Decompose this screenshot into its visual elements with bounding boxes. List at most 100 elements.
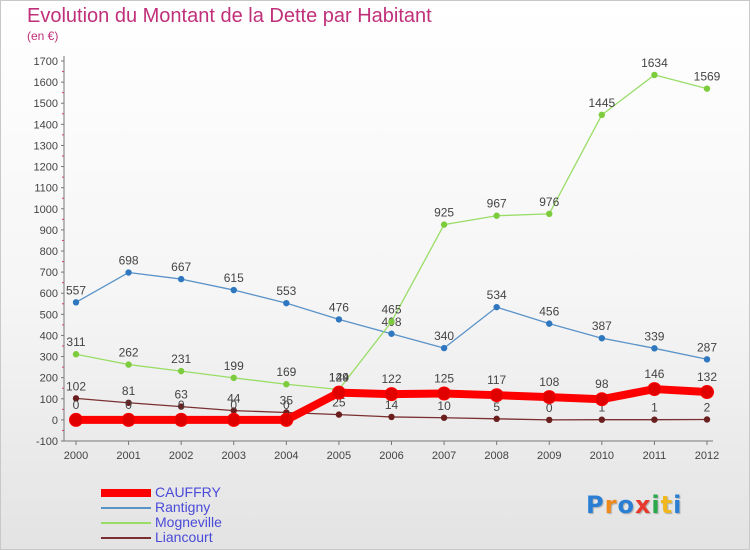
data-label-liancourt: 1 (651, 401, 658, 415)
data-point-mogneville (283, 381, 290, 388)
data-point-cauffry (384, 387, 399, 402)
data-label-mogneville: 925 (434, 206, 454, 220)
y-tick-label: 500 (40, 309, 58, 321)
x-tick-label: 2012 (695, 450, 719, 462)
data-label-cauffry: 0 (125, 398, 132, 412)
data-label-liancourt: 10 (437, 399, 451, 413)
data-label-mogneville: 967 (487, 197, 507, 211)
data-label-rantigny: 534 (487, 288, 507, 302)
data-label-rantigny: 340 (434, 329, 454, 343)
y-tick-label: 800 (40, 246, 58, 258)
legend-label-mogneville: Mogneville (155, 514, 222, 530)
data-point-cauffry (279, 412, 294, 427)
data-point-liancourt (493, 415, 500, 423)
y-tick-label: 600 (40, 288, 58, 300)
logo-letter: i (651, 491, 661, 519)
data-point-mogneville (493, 212, 500, 219)
data-point-rantigny (440, 344, 448, 352)
data-point-rantigny (230, 286, 237, 294)
x-tick-label: 2004 (274, 450, 298, 462)
data-point-cauffry (226, 412, 241, 427)
series-line-mogneville (75, 74, 708, 391)
data-label-mogneville: 311 (66, 335, 85, 349)
data-label-cauffry: 0 (230, 398, 237, 412)
data-point-mogneville (546, 210, 553, 218)
data-label-cauffry: 0 (73, 398, 80, 412)
legend-swatch-rantigny (101, 507, 151, 509)
data-point-rantigny (283, 299, 290, 307)
data-label-mogneville: 465 (381, 303, 401, 317)
data-point-cauffry (437, 386, 452, 401)
data-point-cauffry (594, 392, 609, 407)
data-point-rantigny (598, 334, 606, 342)
data-point-rantigny (72, 299, 80, 306)
y-tick-label: -100 (36, 436, 58, 448)
proxiti-logo: Proxiti (586, 491, 682, 519)
x-tick-label: 2001 (116, 450, 140, 462)
legend-item-liancourt: Liancourt (101, 529, 301, 545)
data-label-rantigny: 339 (644, 329, 664, 343)
data-label-cauffry: 117 (487, 373, 506, 387)
data-point-cauffry (331, 385, 346, 400)
data-point-liancourt (388, 413, 395, 421)
data-point-cauffry (121, 412, 136, 427)
chart-legend: CAUFFRY Rantigny Mogneville Liancourt (101, 484, 301, 545)
data-point-rantigny (546, 320, 553, 327)
data-label-mogneville: 976 (539, 195, 559, 209)
logo-letter: o (617, 491, 635, 519)
x-tick-label: 2002 (169, 450, 193, 462)
data-label-cauffry: 98 (595, 377, 609, 391)
data-point-mogneville (388, 318, 395, 325)
data-point-rantigny (335, 316, 343, 323)
data-point-liancourt (230, 407, 237, 414)
y-tick-label: 900 (40, 225, 58, 237)
data-label-rantigny: 287 (697, 340, 717, 354)
logo-letter: i (673, 491, 683, 519)
x-tick-label: 2007 (432, 450, 456, 462)
y-tick-label: 1300 (34, 140, 58, 152)
data-point-rantigny (651, 345, 658, 352)
chart-unit-label: (en €) (27, 29, 59, 43)
legend-item-mogneville: Mogneville (101, 514, 301, 530)
data-label-liancourt: 0 (546, 401, 553, 415)
data-label-rantigny: 387 (592, 319, 612, 333)
data-point-cauffry (647, 382, 662, 397)
x-tick-label: 2010 (590, 450, 614, 462)
data-label-mogneville: 1569 (694, 70, 721, 84)
data-label-liancourt: 63 (174, 388, 188, 402)
y-tick-label: 1700 (34, 56, 58, 68)
data-point-cauffry (489, 388, 504, 403)
x-tick-label: 2006 (379, 450, 403, 462)
data-point-cauffry (700, 385, 714, 400)
y-tick-label: 400 (40, 330, 58, 342)
legend-swatch-cauffry (101, 489, 151, 497)
data-point-liancourt (598, 416, 606, 423)
y-tick-label: 1000 (34, 204, 58, 216)
y-tick-label: 1500 (34, 98, 58, 110)
data-label-rantigny: 615 (224, 271, 244, 285)
legend-swatch-mogneville (101, 522, 151, 524)
logo-letter: P (586, 491, 605, 519)
data-label-liancourt: 44 (227, 392, 241, 406)
x-tick-label: 2009 (537, 450, 561, 462)
data-point-liancourt (651, 416, 658, 423)
data-point-liancourt (703, 416, 711, 423)
y-tick-label: 200 (40, 373, 58, 385)
data-point-cauffry (174, 412, 189, 427)
data-label-rantigny: 476 (329, 300, 349, 314)
data-point-rantigny (388, 330, 395, 337)
data-point-rantigny (177, 275, 185, 283)
data-label-mogneville: 1445 (588, 96, 615, 110)
logo-letter: x (634, 491, 652, 519)
data-point-mogneville (598, 111, 606, 119)
legend-label-rantigny: Rantigny (155, 499, 211, 515)
data-label-rantigny: 667 (171, 260, 191, 274)
x-tick-label: 2008 (484, 450, 508, 462)
y-tick-label: 100 (40, 394, 58, 406)
legend-item-cauffry: CAUFFRY (101, 484, 301, 500)
data-point-liancourt (546, 416, 553, 424)
data-label-mogneville: 1634 (641, 56, 668, 70)
y-tick-label: 700 (40, 267, 58, 279)
data-label-liancourt: 5 (493, 400, 500, 414)
